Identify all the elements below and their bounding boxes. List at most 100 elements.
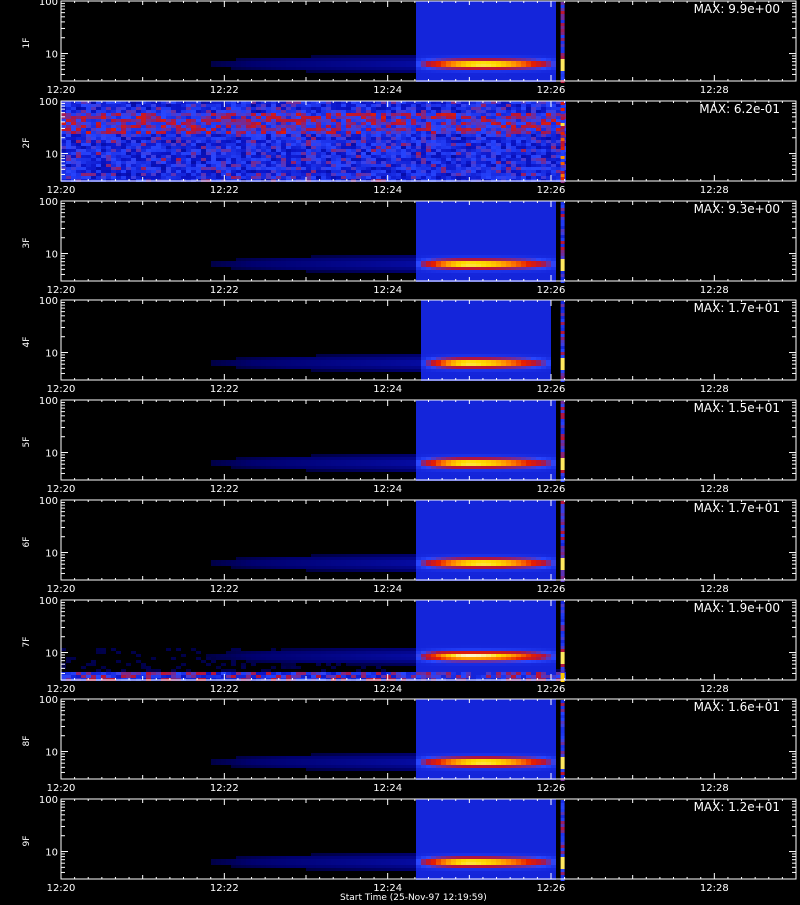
- heatmap-cell: [526, 134, 531, 137]
- heatmap-cell: [291, 122, 296, 125]
- heatmap-cell: [346, 146, 351, 149]
- heatmap-cell: [371, 140, 376, 143]
- heatmap-cell: [221, 119, 226, 122]
- heatmap-cell: [481, 52, 486, 55]
- heatmap-cell: [516, 243, 521, 246]
- heatmap-cell: [286, 264, 291, 267]
- heatmap-cell: [166, 119, 171, 122]
- heatmap-cell: [551, 67, 556, 70]
- heatmap-cell: [361, 261, 366, 264]
- heatmap-cell: [161, 167, 166, 170]
- heatmap-cell: [311, 149, 316, 152]
- heatmap-cell: [271, 264, 276, 267]
- heatmap-cell: [406, 140, 411, 143]
- heatmap-cell: [306, 137, 311, 140]
- heatmap-cell: [311, 70, 316, 73]
- heatmap-cell: [471, 225, 476, 228]
- heatmap-cell: [156, 137, 161, 140]
- heatmap-cell: [426, 261, 431, 264]
- heatmap-cell: [291, 161, 296, 164]
- heatmap-cell: [391, 107, 396, 110]
- heatmap-cell: [161, 119, 166, 122]
- heatmap-cell: [156, 158, 161, 161]
- heatmap-cell: [211, 149, 216, 152]
- heatmap-cell: [336, 122, 341, 125]
- heatmap-cell: [451, 167, 456, 170]
- heatmap-cell: [536, 176, 541, 179]
- heatmap-cell: [486, 113, 491, 116]
- heatmap-cell: [141, 116, 146, 119]
- heatmap-cell: [231, 140, 236, 143]
- heatmap-cell: [481, 176, 486, 179]
- heatmap-cell: [506, 158, 511, 161]
- heatmap-cell: [451, 13, 456, 16]
- heatmap-cell: [141, 140, 146, 143]
- heatmap-cell: [541, 143, 546, 146]
- heatmap-cell: [531, 119, 536, 122]
- heatmap-cell: [86, 128, 91, 131]
- heatmap-cell: [151, 140, 156, 143]
- heatmap-cell: [436, 104, 441, 107]
- heatmap-cell: [306, 110, 311, 113]
- heatmap-cell: [476, 70, 481, 73]
- heatmap-cell: [526, 204, 531, 207]
- heatmap-cell: [541, 234, 546, 237]
- heatmap-cell: [486, 137, 491, 140]
- heatmap-cell: [551, 43, 556, 46]
- heatmap-cell: [466, 240, 471, 243]
- heatmap-cell: [171, 149, 176, 152]
- heatmap-cell: [361, 137, 366, 140]
- heatmap-cell: [176, 107, 181, 110]
- heatmap-cell: [321, 167, 326, 170]
- heatmap-cell: [346, 164, 351, 167]
- heatmap-cell: [466, 234, 471, 237]
- heatmap-cell: [521, 228, 526, 231]
- heatmap-cell: [386, 270, 391, 273]
- heatmap-cell: [221, 64, 226, 67]
- heatmap-cell: [466, 213, 471, 216]
- heatmap-cell: [521, 22, 526, 25]
- heatmap-cell: [81, 143, 86, 146]
- heatmap-cell: [441, 104, 446, 107]
- heatmap-cell: [476, 55, 481, 58]
- heatmap-cell: [421, 164, 426, 167]
- heatmap-cell: [486, 267, 491, 270]
- heatmap-cell: [546, 137, 551, 140]
- heatmap-cell: [511, 246, 516, 249]
- heatmap-cell: [541, 222, 546, 225]
- heatmap-cell: [276, 67, 281, 70]
- heatmap-cell: [476, 146, 481, 149]
- heatmap-cell: [466, 4, 471, 7]
- heatmap-cell: [406, 104, 411, 107]
- heatmap-cell: [111, 119, 116, 122]
- heatmap-cell: [516, 167, 521, 170]
- heatmap-cell: [156, 176, 161, 179]
- heatmap-cell: [216, 170, 221, 173]
- heatmap-cell: [406, 152, 411, 155]
- heatmap-cell: [471, 219, 476, 222]
- heatmap-cell: [526, 16, 531, 19]
- heatmap-cell: [281, 137, 286, 140]
- heatmap-cell: [421, 270, 426, 273]
- heatmap-cell: [391, 67, 396, 70]
- heatmap-cell: [356, 155, 361, 158]
- heatmap-cell: [321, 104, 326, 107]
- heatmap-cell: [416, 270, 421, 273]
- heatmap-cell: [501, 43, 506, 46]
- heatmap-cell: [426, 10, 431, 13]
- heatmap-cell: [501, 137, 506, 140]
- heatmap-cell: [156, 131, 161, 134]
- heatmap-cell: [386, 164, 391, 167]
- heatmap-cell: [441, 76, 446, 79]
- heatmap-cell: [186, 110, 191, 113]
- heatmap-cell: [236, 149, 241, 152]
- heatmap-cell: [501, 107, 506, 110]
- heatmap-cell: [511, 46, 516, 49]
- heatmap-cell: [471, 204, 476, 207]
- heatmap-cell: [441, 161, 446, 164]
- heatmap-cell: [431, 28, 436, 31]
- heatmap-cell: [536, 13, 541, 16]
- heatmap-cell: [421, 107, 426, 110]
- heatmap-cell: [381, 113, 386, 116]
- heatmap-cell: [351, 152, 356, 155]
